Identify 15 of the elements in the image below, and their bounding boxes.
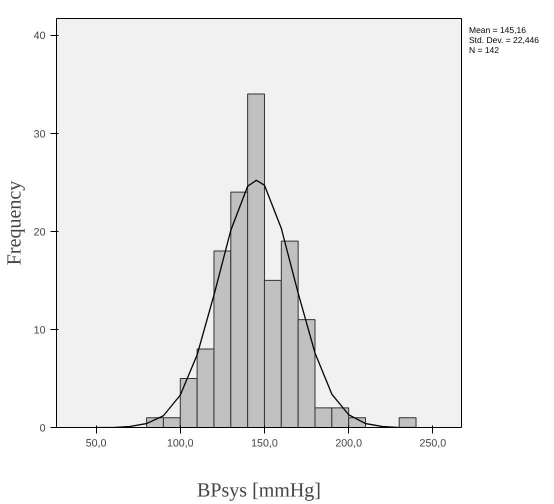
y-tick-label: 40	[34, 30, 46, 42]
x-tick-label: 100,0	[166, 438, 194, 450]
text: Mean = 145,16	[469, 25, 527, 35]
x-axis-title: BPsys [mmHg]	[197, 480, 321, 502]
y-tick-label: 10	[34, 324, 46, 336]
x-tick-label: 150,0	[251, 438, 278, 450]
x-tick-label: 50,0	[86, 438, 107, 450]
text: Std. Dev. = 22,446	[469, 35, 540, 45]
y-tick-label: 0	[40, 422, 46, 434]
x-tick-label: 250,0	[420, 438, 446, 450]
x-tick-label: 200,0	[335, 438, 362, 450]
text: N = 142	[469, 45, 500, 55]
y-tick-label: 30	[34, 128, 46, 140]
y-tick-label: 20	[34, 226, 46, 238]
y-axis-title: Frequency	[4, 180, 26, 266]
